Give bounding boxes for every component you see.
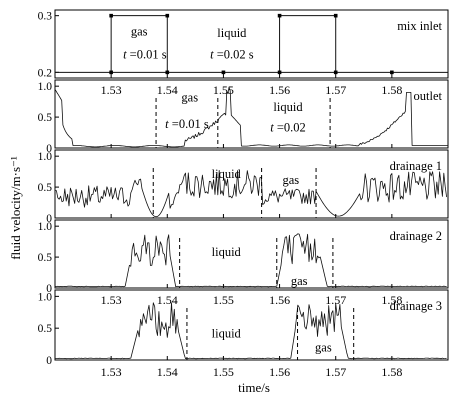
panel-drainage-1: 0 0.5 1.0 drainage 1 liquid gas xyxy=(38,149,449,225)
x-tick-label-inner: 1.56 xyxy=(269,83,290,97)
phase-annotation: gas xyxy=(315,341,332,355)
inlet-marker xyxy=(333,70,338,75)
x-tick-label-inner: 1.54 xyxy=(157,293,178,307)
x-tick-label: 1.55 xyxy=(213,365,234,379)
x-tick-label-inner: 1.58 xyxy=(381,83,402,97)
inlet-marker xyxy=(109,13,113,18)
panel-drainage-3: 0 0.5 1.0 1.53 1.54 1.55 1.56 1.57 1.58 1.53 1.54 1… xyxy=(38,289,449,379)
inlet-marker xyxy=(277,13,282,18)
phase-annotation: liquid xyxy=(212,167,242,181)
panel-frame xyxy=(54,289,449,361)
inlet-marker xyxy=(221,70,226,75)
velocity-trace xyxy=(54,302,447,360)
panel-frame xyxy=(54,219,449,289)
velocity-trace xyxy=(54,170,447,218)
x-tick-label-inner: 1.53 xyxy=(101,83,122,97)
y-tick-label: 0.5 xyxy=(38,112,53,124)
phase-annotation: t =0.01 s xyxy=(123,48,167,62)
inlet-pulse xyxy=(110,15,168,73)
y-tick-label: 0.5 xyxy=(38,252,53,264)
y-tick-label: 0 xyxy=(46,213,52,225)
y-tick-label: 0.5 xyxy=(38,323,53,335)
y-axis-title: fluid velocity/m·s⁻¹ xyxy=(8,156,23,260)
phase-annotation: liquid xyxy=(217,26,247,40)
x-tick-label: 1.58 xyxy=(381,365,402,379)
y-tick-label: 1.0 xyxy=(38,81,53,93)
y-tick-label: 0.2 xyxy=(38,67,53,79)
phase-annotation: gas xyxy=(282,173,299,187)
inlet-marker xyxy=(165,13,170,18)
y-tick-label: 1.0 xyxy=(38,221,53,233)
x-tick-label-inner: 1.58 xyxy=(381,293,402,307)
phase-annotation: t =0.02 s xyxy=(210,48,254,62)
y-tick-label: 1.0 xyxy=(38,151,53,163)
phase-annotation: liquid xyxy=(212,327,242,341)
inlet-marker xyxy=(165,70,170,75)
panel-label: outlet xyxy=(414,89,443,103)
panel-mix-inlet: 0.2 0.3 mix inlet gas liquid t =0.01 s t =0.02… xyxy=(38,9,449,79)
phase-annotation: gas xyxy=(181,91,198,105)
velocity-trace xyxy=(54,233,447,288)
x-tick-label-inner: 1.57 xyxy=(325,293,346,307)
panel-outlet: 0 0.5 1.0 1.53 1.54 1.55 1.56 1.57 1.58 outlet gas… xyxy=(38,79,449,155)
inlet-marker xyxy=(277,70,282,75)
y-tick-label: 0 xyxy=(46,355,52,367)
x-axis-title: time/s xyxy=(238,380,270,395)
x-tick-label: 1.56 xyxy=(269,365,290,379)
y-tick-label: 0.5 xyxy=(38,182,53,194)
x-tick-label-inner: 1.57 xyxy=(325,83,346,97)
panel-frame xyxy=(54,149,449,219)
y-tick-label: 0 xyxy=(46,143,52,155)
x-tick-label-inner: 1.56 xyxy=(269,293,290,307)
y-tick-label: 1.0 xyxy=(38,291,53,303)
x-tick-label-inner: 1.55 xyxy=(213,83,234,97)
y-tick-label: 0.3 xyxy=(38,11,53,23)
phase-annotation: gas xyxy=(131,25,148,39)
panel-label: drainage 1 xyxy=(390,159,442,173)
panel-drainage-2: 0 0.5 1.0 drainage 2 liquid gas xyxy=(38,219,449,295)
inlet-marker xyxy=(390,70,394,75)
panel-label: mix inlet xyxy=(397,19,442,33)
panel-frame xyxy=(54,79,449,149)
x-tick-label-inner: 1.53 xyxy=(101,293,122,307)
panel-label: drainage 3 xyxy=(390,299,442,313)
phase-annotation: liquid xyxy=(212,245,242,259)
inlet-marker xyxy=(333,13,338,18)
velocity-trace xyxy=(54,86,448,148)
x-tick-label-inner: 1.54 xyxy=(157,83,178,97)
x-tick-label-inner: 1.55 xyxy=(213,293,234,307)
phase-annotation: t =0.01 s xyxy=(165,117,209,131)
x-tick-label: 1.53 xyxy=(101,365,122,379)
phase-annotation: gas xyxy=(291,274,308,288)
y-tick-label: 0 xyxy=(46,283,52,295)
panel-frame xyxy=(54,9,449,79)
inlet-pulse xyxy=(279,15,337,73)
panel-label: drainage 2 xyxy=(390,229,442,243)
inlet-marker xyxy=(109,70,113,75)
phase-annotation: liquid xyxy=(273,100,303,114)
x-tick-label: 1.54 xyxy=(157,365,178,379)
phase-annotation: t =0.02 xyxy=(270,120,306,134)
x-tick-label: 1.57 xyxy=(325,365,346,379)
